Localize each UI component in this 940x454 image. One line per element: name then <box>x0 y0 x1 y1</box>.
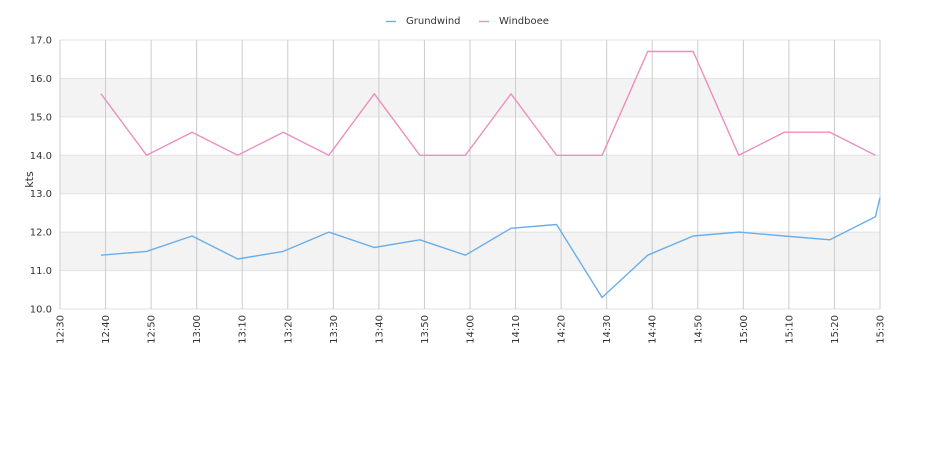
x-tick-label: 12:40 <box>101 315 112 344</box>
series-line-grundwind <box>100 197 881 299</box>
legend-label: Windboee <box>499 16 549 27</box>
y-tick-label: 13.0 <box>30 189 52 200</box>
x-tick-label: 14:20 <box>557 315 568 344</box>
gridlines <box>59 39 881 310</box>
x-tick-label: 13:10 <box>238 315 249 344</box>
x-tick-label: 12:30 <box>56 315 67 344</box>
series-line-windboee <box>100 50 876 157</box>
x-tick-label: 14:10 <box>511 315 522 344</box>
x-tick-label: 15:20 <box>830 315 841 344</box>
x-tick-label: 15:10 <box>784 315 795 344</box>
y-tick-label: 16.0 <box>30 74 52 85</box>
legend: Grundwind Windboee <box>386 16 549 27</box>
y-tick-label: 17.0 <box>30 36 52 47</box>
y-tick-label: 12.0 <box>30 228 52 239</box>
y-tick-label: 11.0 <box>30 266 52 277</box>
y-axis-title: kts <box>23 171 36 188</box>
x-tick-label: 14:50 <box>693 315 704 344</box>
legend-item-windboee[interactable]: Windboee <box>479 16 549 27</box>
x-tick-label: 15:00 <box>739 315 750 344</box>
x-tick-label: 14:00 <box>466 315 477 344</box>
axes: 10.0 11.0 12.0 13.0 14.0 15.0 16.0 17.0 12:30 12:… <box>30 36 887 344</box>
x-tick-label: 13:40 <box>374 315 385 344</box>
x-tick-label: 12:50 <box>147 315 158 344</box>
legend-item-grundwind[interactable]: Grundwind <box>386 16 461 27</box>
series-lines <box>100 50 881 299</box>
x-tick-label: 13:20 <box>283 315 294 344</box>
y-tick-label: 15.0 <box>30 112 52 123</box>
x-tick-label: 13:00 <box>192 315 203 344</box>
x-tick-label: 13:50 <box>420 315 431 344</box>
y-tick-label: 10.0 <box>30 305 52 316</box>
x-tick-label: 15:30 <box>876 315 887 344</box>
x-tick-label: 14:30 <box>602 315 613 344</box>
y-tick-label: 14.0 <box>30 151 52 162</box>
x-tick-label: 13:30 <box>329 315 340 344</box>
x-tick-label: 14:40 <box>648 315 659 344</box>
legend-label: Grundwind <box>406 16 461 27</box>
